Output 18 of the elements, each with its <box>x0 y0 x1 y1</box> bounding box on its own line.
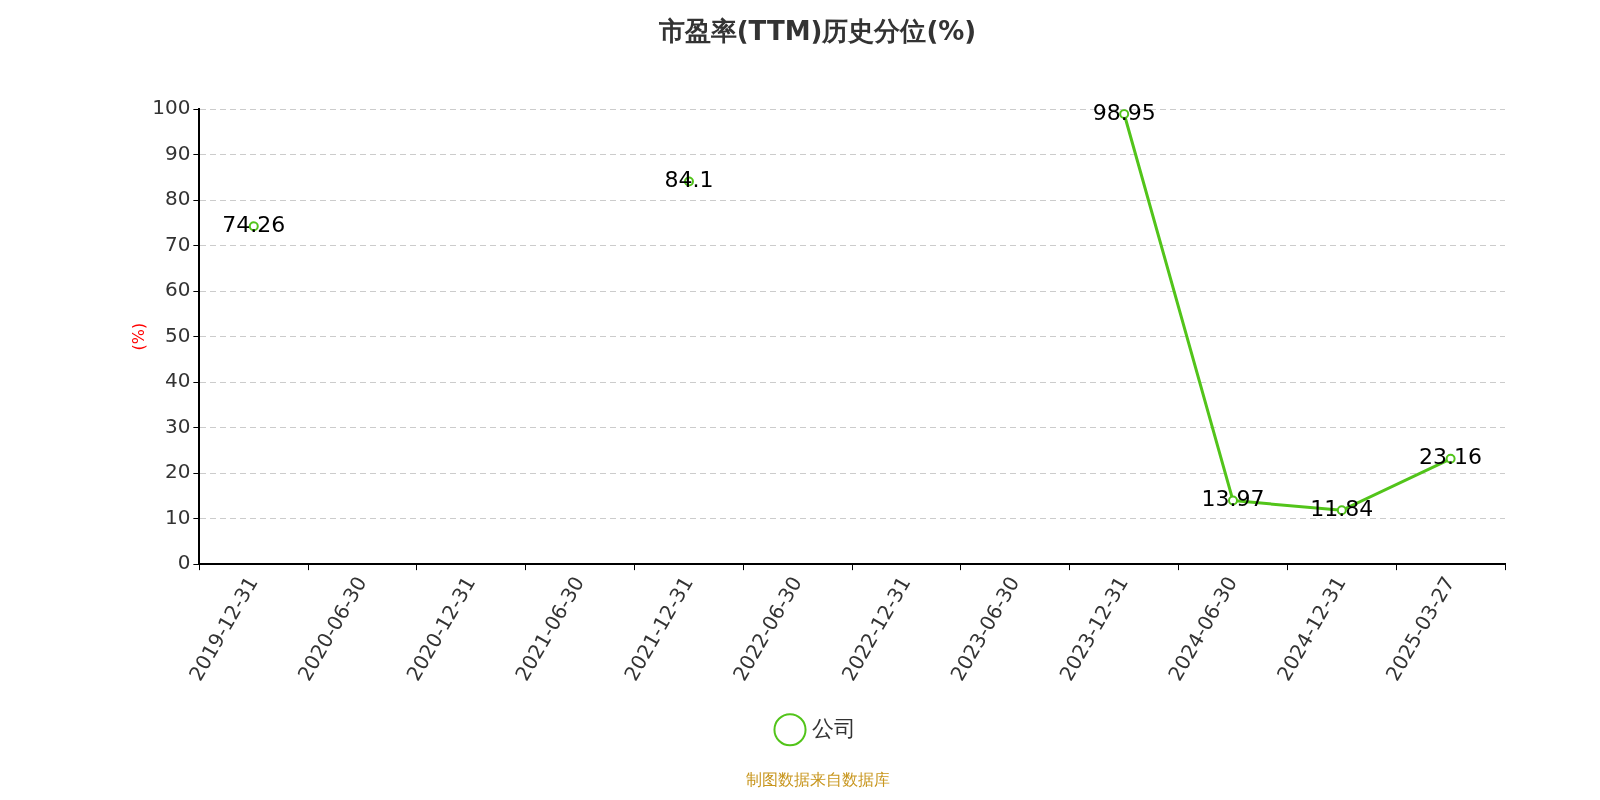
chart-title: 市盈率(TTM)历史分位(%) <box>657 16 977 47</box>
data-label: 98.95 <box>1092 99 1156 125</box>
y-tick-label: 100 <box>152 95 191 120</box>
y-tick-label: 0 <box>177 550 191 575</box>
data-label: 23.16 <box>1419 444 1483 470</box>
y-tick-label: 20 <box>164 459 191 484</box>
text: 制图数据来自数据库 <box>745 769 890 789</box>
legend-label: 公司 <box>812 715 856 741</box>
y-tick-label: 60 <box>164 277 191 302</box>
y-tick-label: 50 <box>164 322 191 347</box>
y-tick-label: 70 <box>164 231 191 256</box>
data-label: 84.1 <box>664 167 714 193</box>
y-tick-label: 30 <box>164 413 191 438</box>
y-axis-title: (%) <box>128 322 148 351</box>
y-tick-label: 40 <box>164 368 191 393</box>
y-tick-label: 10 <box>164 504 191 529</box>
y-tick-label: 90 <box>164 140 191 165</box>
y-tick-label: 80 <box>164 186 191 211</box>
